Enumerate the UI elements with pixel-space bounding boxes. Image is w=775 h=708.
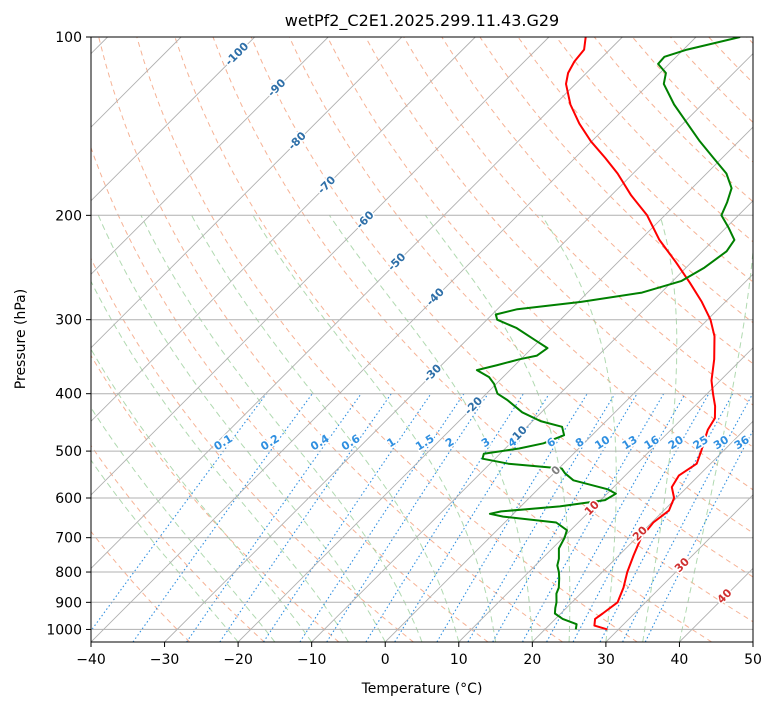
x-tick-label: −30: [150, 652, 180, 668]
isotherm: [605, 494, 753, 642]
mixing-ratio-line: [326, 393, 489, 642]
isotherm: [91, 37, 256, 202]
mixing-ratio-line: [572, 393, 710, 642]
dry-adiabat: [403, 37, 753, 406]
mixing-ratio-line: [91, 393, 267, 632]
y-tick-label: 700: [55, 531, 82, 547]
mixing-ratio-line: [522, 393, 665, 642]
mixing-ratio-line: [186, 393, 362, 642]
moist-adiabat: [678, 246, 753, 642]
dry-adiabat: [91, 530, 190, 642]
y-axis: 1000 900 800 700 600 500 400 300 200 100: [46, 30, 91, 638]
dewpoint-line: [475, 37, 741, 630]
dry-adiabat: [91, 354, 340, 642]
dry-adiabat: [98, 37, 563, 642]
plot-background: [91, 37, 753, 642]
background-lines: [91, 37, 753, 642]
mixing-ratio-line: [546, 393, 686, 642]
x-tick-label: −40: [76, 652, 106, 668]
isotherm: [91, 37, 329, 275]
moist-adiabat: [91, 348, 313, 642]
mixing-ratio-line: [644, 429, 753, 642]
x-tick-label: 30: [597, 652, 615, 668]
x-tick-label: 20: [523, 652, 541, 668]
x-tick-label: −20: [223, 652, 253, 668]
dry-adiabat: [91, 444, 265, 642]
temperature-line: [565, 37, 717, 631]
moist-adiabat: [642, 215, 678, 642]
dry-adiabat: [326, 37, 753, 491]
chart-title: wetPf2_C2E1.2025.299.11.43.G29: [285, 11, 559, 31]
mixing-ratio-line: [492, 393, 638, 642]
x-tick-label: 0: [381, 652, 390, 668]
dry-adiabat: [441, 37, 753, 365]
mixing-ratio-line: [132, 393, 313, 642]
dry-adiabat: [517, 37, 753, 283]
moist-adiabat: [91, 406, 276, 642]
isotherm: [91, 37, 550, 496]
y-tick-label: 200: [55, 208, 82, 224]
y-axis-label: Pressure (hPa): [13, 289, 29, 389]
dry-adiabat: [91, 257, 414, 642]
x-tick-label: 10: [450, 652, 468, 668]
x-tick-label: 50: [744, 652, 762, 668]
y-tick-label: 100: [55, 30, 82, 46]
x-axis: −40 −30 −20 −10 0 10 20 30 40 50: [76, 642, 762, 668]
plot-frame: [90, 36, 754, 643]
pressure-gridlines: [91, 37, 753, 630]
y-tick-label: 800: [55, 565, 82, 581]
isotherm: [311, 200, 753, 642]
moist-adiabat: [140, 215, 423, 642]
isotherm: [458, 347, 753, 642]
x-axis-label: Temperature (°C): [361, 681, 483, 697]
isotherm: [91, 37, 403, 349]
dry-adiabat: [250, 37, 753, 578]
y-tick-label: 500: [55, 444, 82, 460]
x-tick-label: 40: [671, 652, 689, 668]
mixing-ratio-line: [394, 393, 550, 642]
isotherm: [164, 52, 753, 642]
y-tick-label: 600: [55, 491, 82, 507]
x-tick-label: −10: [297, 652, 327, 668]
moist-adiabat: [191, 215, 460, 642]
y-tick-label: 1000: [46, 622, 82, 638]
mixing-ratio-line: [436, 393, 588, 642]
moist-adiabat: [97, 215, 386, 642]
isotherm: [91, 37, 623, 570]
moist-adiabat: [91, 459, 239, 642]
mixing-ratio-line: [263, 393, 432, 642]
moist-adiabat: [328, 215, 533, 642]
isotherm: [91, 37, 697, 642]
y-tick-label: 900: [55, 595, 82, 611]
isotherm: [91, 37, 476, 422]
profile-lines: [475, 37, 741, 631]
mixing-ratio-line: [299, 393, 465, 642]
moist-adiabat: [541, 215, 617, 642]
dry-adiabat: [212, 37, 753, 623]
isotherm: [237, 126, 753, 642]
y-tick-label: 400: [55, 387, 82, 403]
moist-adiabat: [424, 215, 571, 642]
dry-adiabat: [136, 37, 638, 642]
dry-adiabat: [91, 146, 489, 642]
mixing-ratio-line: [467, 393, 616, 642]
isotherm: [531, 420, 753, 642]
isotherm: [384, 273, 753, 642]
y-tick-label: 300: [55, 313, 82, 329]
